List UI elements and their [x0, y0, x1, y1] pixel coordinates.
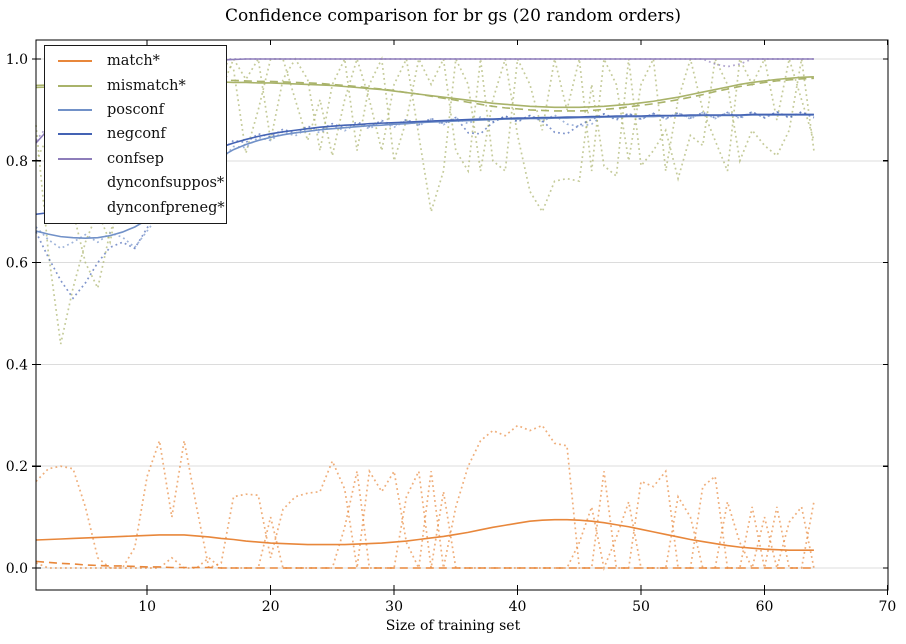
y-tick-label: 0.8 [6, 154, 28, 170]
series-line-dynconfsuppos* [35, 560, 814, 569]
legend-item-label: confsep [107, 150, 164, 167]
y-tick-label: 0.6 [6, 256, 28, 272]
series-line-mismatch*-unsmoothed- [35, 55, 815, 345]
legend-line-sample [58, 157, 92, 160]
chart-title: Confidence comparison for br gs (20 rand… [225, 6, 681, 26]
legend-line-sample [58, 182, 92, 184]
legend: match* mismatch* posconf negconf confsep dync… [44, 45, 227, 224]
x-tick-label: 70 [878, 599, 896, 615]
y-tick-label: 0.4 [6, 357, 28, 373]
legend-item: dynconfsuppos* [58, 171, 226, 195]
legend-item-label: negconf [107, 126, 166, 143]
x-tick-label: 60 [756, 599, 774, 615]
legend-item: dynconfpreneg* [58, 196, 226, 220]
y-tick-label: 0.2 [6, 459, 28, 475]
legend-item: negconf [58, 122, 226, 146]
x-tick-label: 30 [385, 599, 403, 615]
legend-item: confsep [58, 147, 226, 171]
legend-item: match* [58, 49, 226, 73]
legend-item: posconf [58, 98, 226, 122]
x-tick-label: 50 [632, 599, 650, 615]
legend-line-sample [58, 207, 92, 209]
legend-item-label: match* [107, 53, 160, 70]
legend-line-sample [58, 60, 92, 63]
y-tick-label: 1.0 [6, 52, 28, 68]
x-tick-label: 20 [262, 599, 280, 615]
legend-line-sample [58, 84, 92, 87]
legend-line-sample [58, 109, 92, 112]
plot-border [35, 39, 889, 591]
series-line-dynconfpreneg* [35, 77, 814, 112]
legend-item-label: mismatch* [107, 77, 186, 94]
legend-line-sample [58, 133, 92, 136]
x-tick-label: 40 [509, 599, 527, 615]
series-line-match*-unsmoothed- [35, 424, 815, 571]
x-tick-label: 10 [138, 599, 156, 615]
x-axis-label: Size of training set [385, 618, 521, 634]
legend-item: mismatch* [58, 74, 226, 98]
y-tick-label: 0.0 [6, 561, 28, 577]
legend-item-label: dynconfpreneg* [107, 199, 225, 216]
series-line-match* [35, 518, 814, 551]
legend-item-label: posconf [107, 102, 165, 119]
series-line-dynconfsuppos*-unsmoothed- [35, 468, 815, 571]
legend-item-label: dynconfsuppos* [107, 175, 225, 192]
